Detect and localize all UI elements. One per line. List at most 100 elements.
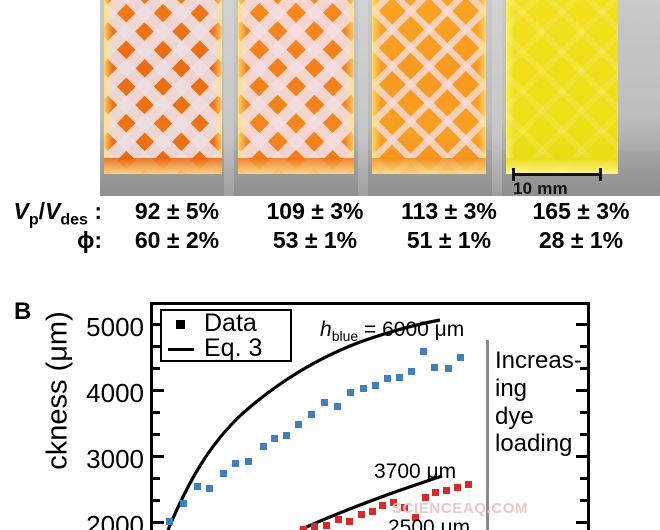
- data-point-red: [311, 523, 318, 530]
- annotation-increasing-dye-loading: Increas-ing dye loading: [495, 347, 582, 458]
- data-point-red: [454, 484, 461, 491]
- y-tick-label: 4000: [86, 378, 144, 408]
- y-tick-major-right: [576, 455, 587, 458]
- data-point-blue: [408, 368, 415, 375]
- data-point-red: [369, 508, 376, 515]
- scale-bar: [512, 168, 602, 181]
- y-tick-major-right: [576, 389, 587, 392]
- legend-entry-data: Data: [162, 309, 290, 337]
- panel-b-chart: B ckness (μm) 5000 4000 3000 2000: [0, 288, 660, 530]
- data-point-blue: [347, 389, 354, 396]
- lattice-pattern-4: [506, 0, 618, 174]
- table-cell: 51 ± 1%: [406, 227, 492, 253]
- y-tick-minor-right: [580, 367, 587, 370]
- data-point-blue: [420, 348, 427, 355]
- scale-bar-label: 10 mm: [513, 179, 568, 196]
- legend-line-marker-icon: [168, 348, 194, 351]
- y-tick-major-right: [576, 521, 587, 524]
- data-point-red: [465, 481, 472, 488]
- y-tick-major: [153, 521, 164, 524]
- y-tick-minor-right: [580, 499, 587, 502]
- y-tick-minor: [153, 433, 160, 436]
- data-point-red: [412, 514, 419, 521]
- table-cell: 113 ± 3%: [401, 198, 497, 224]
- data-point-blue: [232, 460, 239, 467]
- y-tick-label: 2000: [86, 510, 144, 530]
- data-point-red: [432, 489, 439, 496]
- sample-gap-1: [224, 0, 234, 196]
- y-tick-major: [153, 323, 164, 326]
- data-point-blue: [180, 500, 187, 507]
- data-point-red: [335, 516, 342, 523]
- legend-label: Eq. 3: [204, 334, 263, 362]
- sample-gap-2: [358, 0, 368, 196]
- y-tick-label: 3000: [86, 444, 144, 474]
- legend-entry-eq3: Eq. 3: [162, 334, 290, 362]
- data-point-blue: [321, 399, 328, 406]
- row-label-phi: ϕ:: [77, 227, 102, 253]
- y-tick-major: [153, 455, 164, 458]
- data-point-red: [346, 518, 353, 525]
- axis-right: [587, 302, 590, 530]
- axis-top: [150, 302, 590, 305]
- data-point-blue: [384, 375, 391, 382]
- annotation-h-blue: hblue = 6000 μm: [320, 318, 465, 345]
- y-tick-minor: [153, 367, 160, 370]
- table-cell: 109 ± 3%: [266, 198, 364, 224]
- sample-gap-3: [492, 0, 502, 196]
- table-cell: 53 ± 1%: [272, 227, 358, 253]
- y-tick-minor: [153, 477, 160, 480]
- lattice-pattern-2: [238, 0, 354, 174]
- legend-square-marker-icon: [176, 320, 185, 329]
- data-point-red: [300, 526, 307, 530]
- data-point-blue: [431, 364, 438, 371]
- data-point-blue: [308, 411, 315, 418]
- red-fit-line: [299, 474, 443, 530]
- data-point-red: [443, 487, 450, 494]
- y-tick-minor-right: [580, 411, 587, 414]
- data-point-red: [323, 522, 330, 529]
- y-tick-major-right: [576, 323, 587, 326]
- data-point-blue: [396, 374, 403, 381]
- y-tick-minor: [153, 499, 160, 502]
- watermark: SCIENCEAQ.COM: [392, 500, 529, 517]
- data-point-blue: [194, 483, 201, 490]
- data-point-red: [401, 504, 408, 511]
- y-tick-label: 5000: [86, 312, 144, 342]
- lattice-sample-1: [104, 0, 222, 174]
- table-cell: 28 ± 1%: [538, 227, 624, 253]
- annotation-2500: 2500 μm: [388, 516, 471, 530]
- row-label-volume-ratio: Vp/Vdes :: [13, 198, 103, 229]
- data-point-blue: [206, 485, 213, 492]
- table-cell: 60 ± 2%: [134, 227, 220, 253]
- data-point-red: [358, 511, 365, 518]
- data-point-blue: [334, 403, 341, 410]
- panel-b-letter: B: [14, 298, 32, 325]
- data-point-blue: [283, 432, 290, 439]
- annotation-3700: 3700 μm: [374, 460, 457, 483]
- measurement-table: Vp/Vdes : 92 ± 5% 109 ± 3% 113 ± 3% 165 …: [0, 198, 660, 256]
- annotation-divider-line: [486, 340, 489, 530]
- axis-left: [150, 302, 153, 530]
- data-point-blue: [271, 435, 278, 442]
- chart-legend: Data Eq. 3: [160, 309, 292, 362]
- y-tick-minor-right: [580, 345, 587, 348]
- y-tick-minor: [153, 411, 160, 414]
- lattice-sample-4: [506, 0, 618, 174]
- y-tick-major: [153, 389, 164, 392]
- data-point-blue: [166, 518, 173, 525]
- table-row: Vp/Vdes : 92 ± 5% 109 ± 3% 113 ± 3% 165 …: [0, 198, 660, 229]
- lattice-sample-2: [238, 0, 354, 174]
- photo-panel: 10 mm: [100, 0, 660, 196]
- table-row: ϕ: 60 ± 2% 53 ± 1% 51 ± 1% 28 ± 1%: [0, 227, 660, 256]
- data-point-blue: [260, 443, 267, 450]
- data-point-blue: [445, 365, 452, 372]
- blue-fit-line: [166, 318, 441, 530]
- y-tick-minor-right: [580, 477, 587, 480]
- data-point-red: [379, 502, 386, 509]
- y-tick-minor: [153, 345, 160, 348]
- lattice-sample-3: [372, 0, 486, 174]
- lattice-pattern-1: [104, 0, 222, 174]
- data-point-red: [422, 494, 429, 501]
